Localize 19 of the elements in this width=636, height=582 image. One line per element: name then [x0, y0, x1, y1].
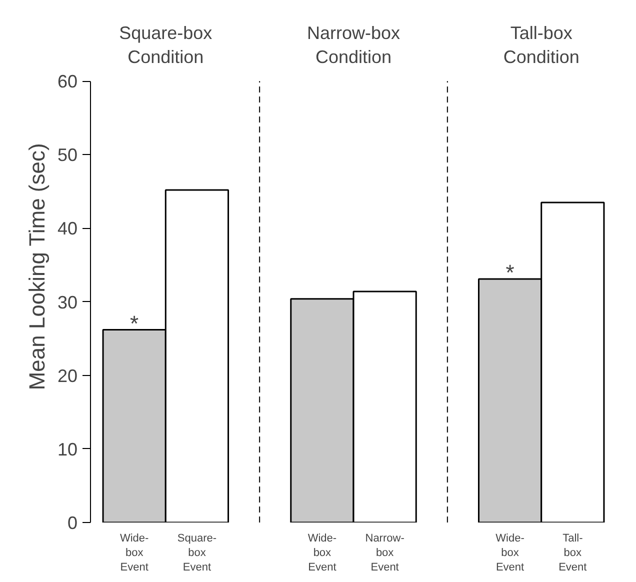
y-tick-label: 20 [57, 366, 78, 386]
x-tick-label: Wide- box Event [496, 532, 525, 574]
data-label: * [506, 260, 515, 286]
y-tick-label: 50 [57, 145, 78, 166]
text: Square-box Condition [119, 23, 212, 68]
y-tick-label: 0 [67, 513, 78, 533]
text: Tall-box Condition [503, 23, 580, 68]
x-tick-label: Tall- box Event [558, 532, 587, 574]
data-label: * [130, 310, 140, 336]
y-axis-title: Mean Looking Time (sec) [24, 143, 50, 390]
y-tick-label: 40 [57, 218, 78, 239]
y-tick-label: 10 [57, 439, 78, 460]
text: Narrow-box Condition [306, 23, 400, 68]
y-tick-label: 30 [57, 292, 78, 312]
x-tick-label: Square- box Event [177, 532, 217, 574]
x-tick-label: Wide- box Event [308, 532, 337, 574]
y-tick-label: 60 [57, 72, 78, 92]
x-tick-label: Narrow- box Event [365, 532, 405, 574]
x-tick-label: Wide- box Event [120, 532, 150, 574]
